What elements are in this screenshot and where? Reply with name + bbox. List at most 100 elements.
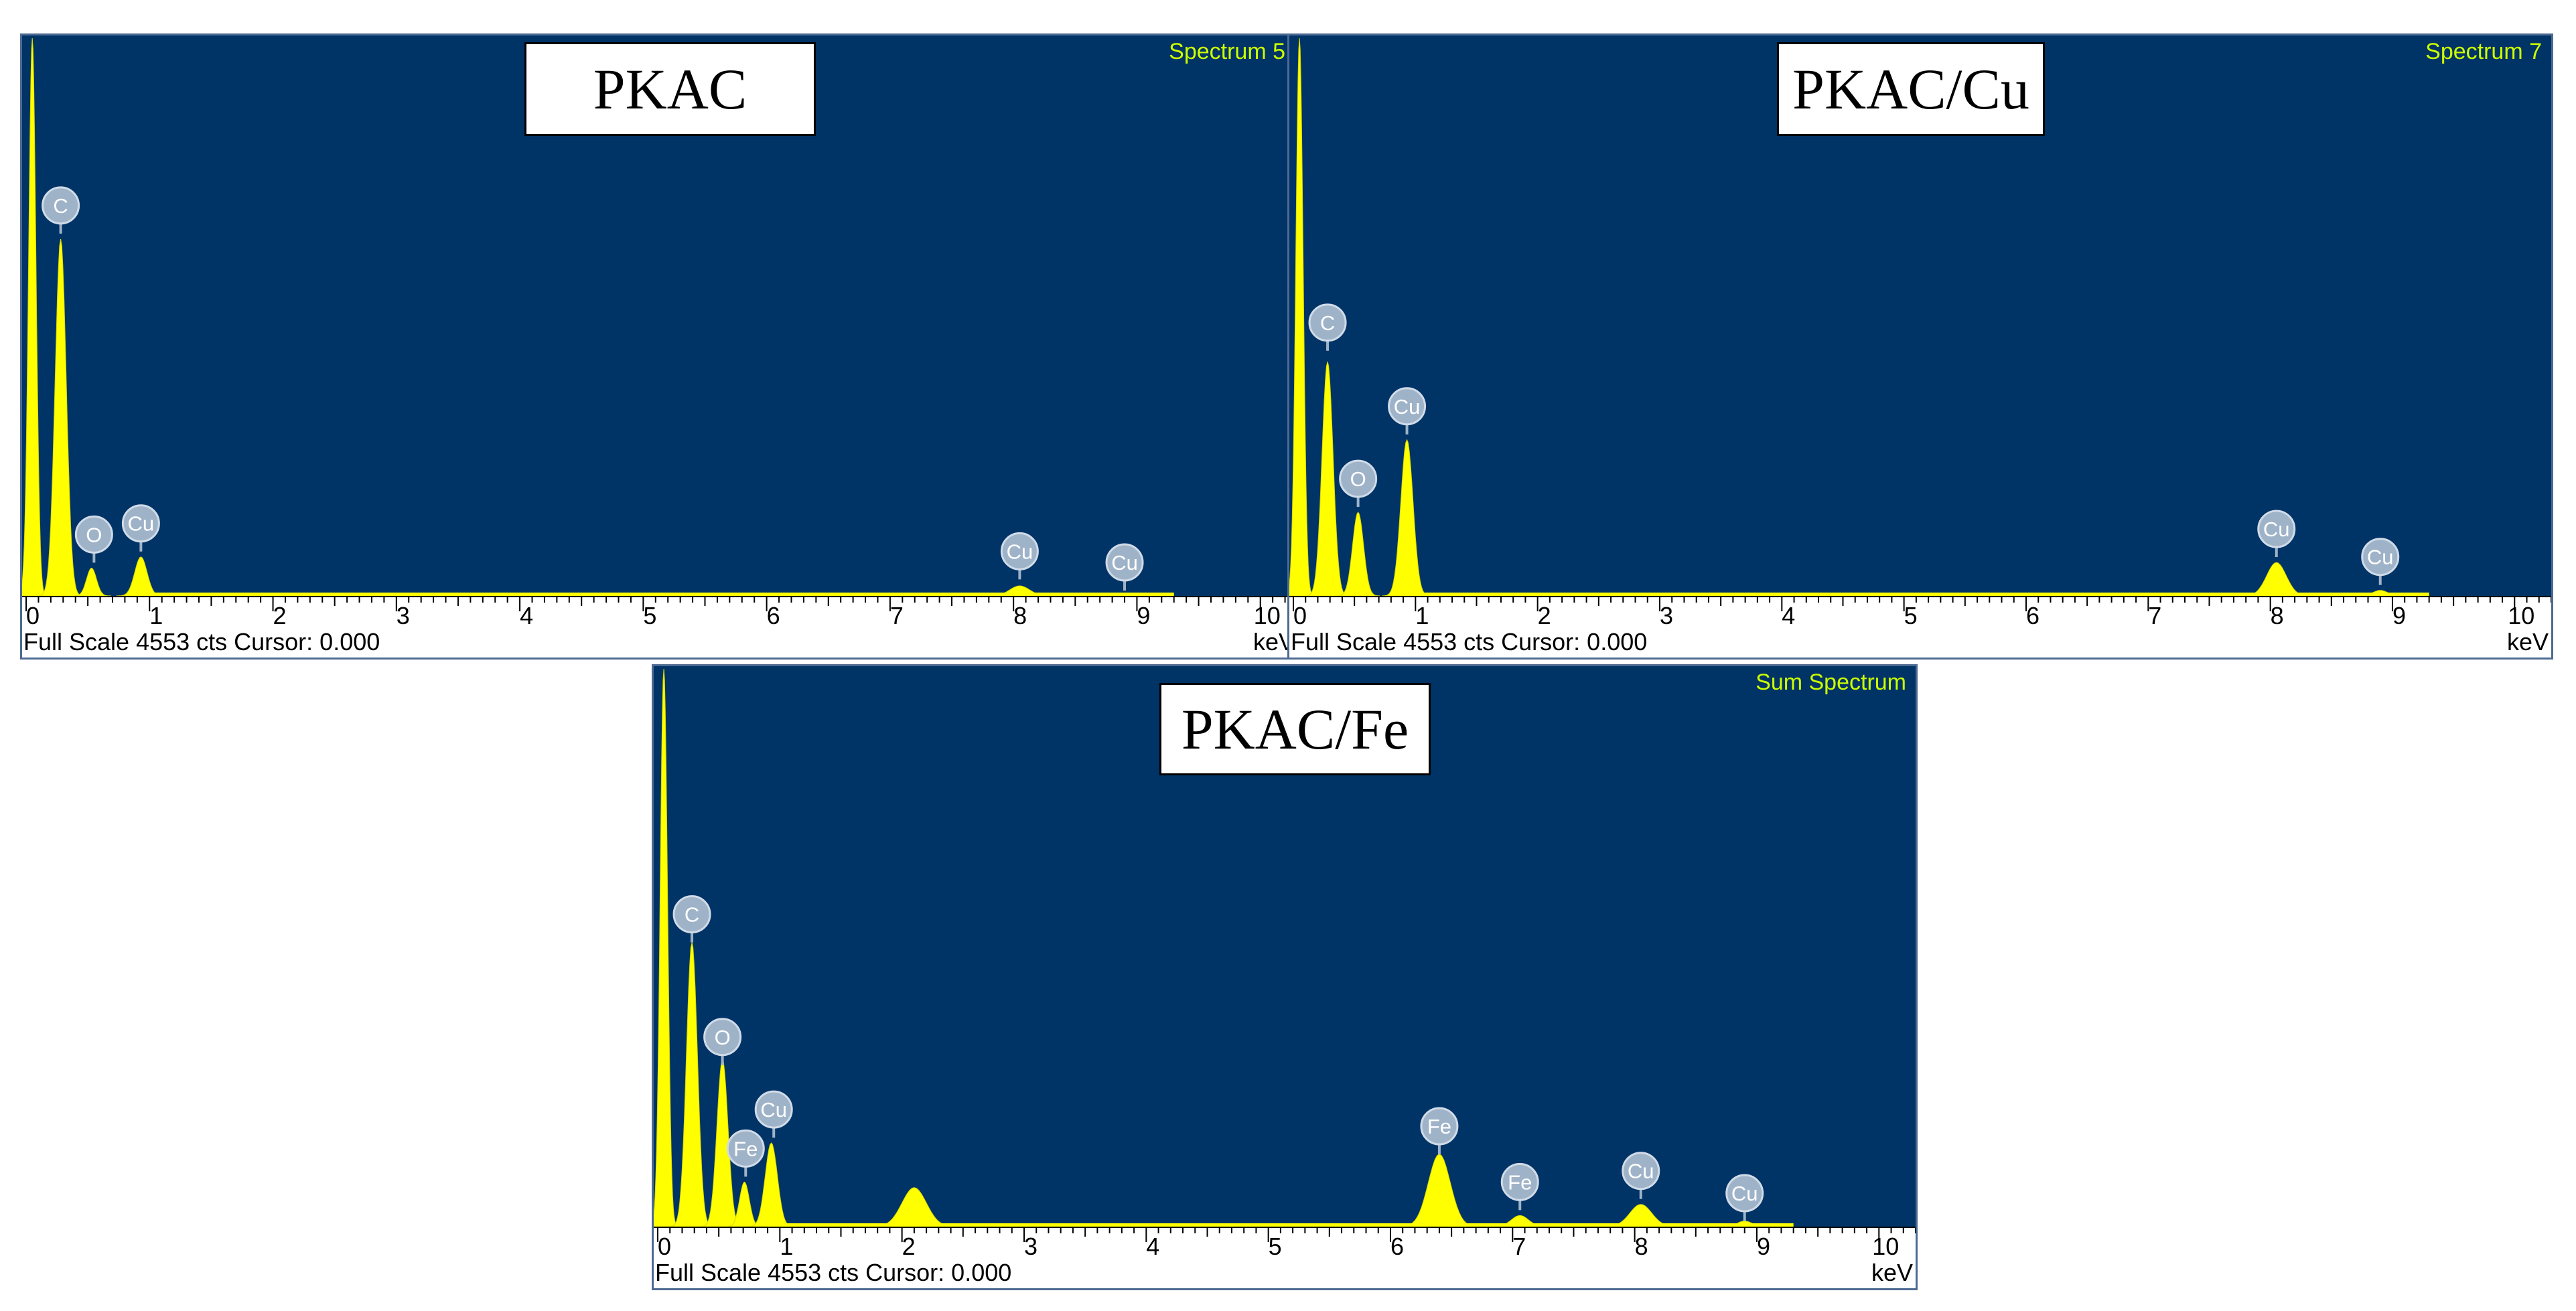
x-tick-label: 6 <box>2026 602 2040 629</box>
element-marker-cu: Cu <box>2361 538 2400 576</box>
marker-circle <box>2257 510 2296 548</box>
spectrum-peak <box>38 238 84 597</box>
marker-label: Cu <box>2367 546 2394 569</box>
x-tick-label: 6 <box>767 602 780 629</box>
x-tick-label: 6 <box>1390 1233 1404 1260</box>
x-tick-label: 3 <box>1024 1233 1037 1260</box>
element-marker-cu: Cu <box>121 504 160 543</box>
x-tick-label: 10 <box>2508 602 2534 629</box>
x-tick-label: 3 <box>1660 602 1673 629</box>
x-tick-label: 7 <box>2148 602 2161 629</box>
x-tick-label: 10 <box>1254 602 1281 629</box>
x-tick-label: 5 <box>1904 602 1918 629</box>
marker-circle <box>754 1090 793 1129</box>
marker-circle <box>1725 1174 1764 1213</box>
element-marker-fe: Fe <box>726 1129 765 1168</box>
marker-circle <box>42 186 80 225</box>
x-axis-band <box>1289 596 2551 658</box>
spectrum-peak <box>1336 512 1380 597</box>
marker-circle <box>1500 1162 1539 1201</box>
x-tick-label: 1 <box>1415 602 1429 629</box>
x-tick-label: 5 <box>643 602 656 629</box>
marker-label: Cu <box>1731 1182 1758 1205</box>
spectrum-peak <box>1289 37 1315 597</box>
marker-circle <box>121 504 160 543</box>
marker-circle <box>1339 459 1378 498</box>
marker-label: C <box>53 194 68 218</box>
marker-circle <box>1308 303 1347 342</box>
x-tick-label: 2 <box>902 1233 916 1260</box>
marker-circle <box>1622 1152 1660 1190</box>
x-axis-unit: keV <box>2506 628 2549 656</box>
x-tick-label: 9 <box>1757 1233 1770 1260</box>
x-tick-label: 9 <box>2392 602 2406 629</box>
element-marker-cu: Cu <box>1725 1174 1764 1213</box>
x-tick-label: 2 <box>273 602 287 629</box>
marker-circle <box>1105 543 1144 582</box>
marker-circle <box>672 895 711 934</box>
marker-label: Cu <box>1628 1160 1654 1183</box>
marker-label: Fe <box>1427 1115 1451 1138</box>
x-tick-label: 0 <box>658 1233 671 1260</box>
element-marker-o: O <box>1339 459 1378 498</box>
sample-label: PKAC/Fe <box>1159 683 1431 775</box>
footer-text: Full Scale 4553 cts Cursor: 0.000 <box>655 1259 1012 1286</box>
marker-label: C <box>685 903 699 927</box>
element-marker-o: O <box>703 1018 742 1057</box>
spectrum-baseline <box>1403 593 2429 596</box>
marker-circle <box>74 515 113 554</box>
x-tick-label: 2 <box>1538 602 1551 629</box>
x-tick-label: 1 <box>149 602 163 629</box>
footer-text: Full Scale 4553 cts Cursor: 0.000 <box>23 628 380 656</box>
x-tick-label: 1 <box>780 1233 793 1260</box>
element-marker-fe: Fe <box>1420 1107 1459 1146</box>
marker-label: O <box>715 1026 731 1049</box>
x-tick-label: 9 <box>1137 602 1150 629</box>
x-tick-label: 0 <box>1293 602 1307 629</box>
spectrum-panel-pkac-cu: C O Cu Cu Cu 0 1 2 3 4 5 6 7 8 9 10 PKAC/Cu Spectrum 7 … <box>1287 33 2553 660</box>
element-marker-c: C <box>672 895 711 934</box>
marker-label: Cu <box>1394 395 1421 418</box>
element-marker-c: C <box>1308 303 1347 342</box>
marker-circle <box>1388 387 1427 426</box>
marker-label: Cu <box>760 1098 787 1122</box>
element-marker-cu: Cu <box>2257 510 2296 548</box>
x-tick-label: 0 <box>26 602 40 629</box>
x-tick-label: 4 <box>1782 602 1795 629</box>
marker-label: Cu <box>2263 518 2290 541</box>
element-marker-cu: Cu <box>1622 1152 1660 1190</box>
x-tick-label: 7 <box>1512 1233 1526 1260</box>
spectrum-panel-pkac: C O Cu Cu Cu 0 1 2 3 4 5 6 7 8 9 10 PKAC Spectrum 5 Ful… <box>20 33 1299 660</box>
spectrum-name: Spectrum 7 <box>2425 39 2542 64</box>
x-tick-label: 5 <box>1269 1233 1282 1260</box>
marker-label: O <box>1350 467 1366 491</box>
spectrum-panel-pkac-fe: C O Fe Cu Fe Fe Cu Cu 0 1 2 3 4 5 6 7 8 9 10 PKAC/Fe Sum S… <box>652 664 1918 1290</box>
spectrum-baseline <box>137 593 1174 596</box>
spectrum-peak <box>72 567 112 597</box>
marker-label: C <box>1320 311 1335 335</box>
marker-label: O <box>86 523 102 546</box>
sample-label: PKAC/Cu <box>1777 42 2045 136</box>
x-tick-label: 4 <box>1146 1233 1159 1260</box>
marker-label: Cu <box>128 512 155 536</box>
x-tick-label: 4 <box>520 602 533 629</box>
x-tick-label: 8 <box>1635 1233 1648 1260</box>
marker-circle <box>703 1018 742 1057</box>
x-tick-label: 8 <box>2271 602 2284 629</box>
marker-circle <box>2361 538 2400 576</box>
element-marker-cu: Cu <box>754 1090 793 1129</box>
x-tick-label: 7 <box>890 602 904 629</box>
spectrum-baseline <box>768 1223 1794 1227</box>
spectrum-peak <box>22 37 48 597</box>
spectrum-peak <box>654 668 679 1227</box>
element-marker-o: O <box>74 515 113 554</box>
marker-circle <box>1420 1107 1459 1146</box>
element-marker-cu: Cu <box>1000 532 1039 570</box>
marker-label: Cu <box>1111 551 1138 574</box>
x-tick-label: 8 <box>1013 602 1027 629</box>
x-tick-label: 3 <box>397 602 410 629</box>
marker-label: Fe <box>733 1137 758 1160</box>
element-marker-c: C <box>42 186 80 225</box>
marker-circle <box>1000 532 1039 570</box>
